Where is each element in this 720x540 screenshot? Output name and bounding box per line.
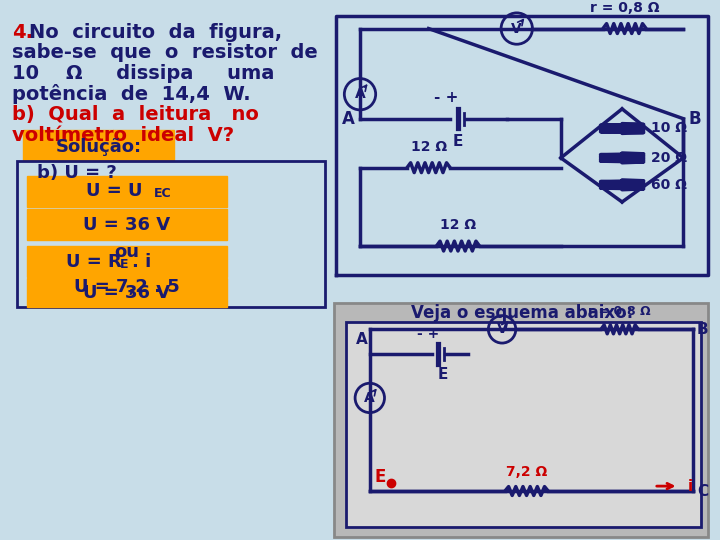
FancyBboxPatch shape	[346, 322, 701, 527]
Text: 60 Ω: 60 Ω	[652, 178, 688, 192]
Text: Solução:: Solução:	[55, 138, 141, 156]
Text: 12 Ω: 12 Ω	[410, 140, 446, 154]
Text: U = 36 V: U = 36 V	[84, 215, 171, 233]
Text: U = 7,2 . 5: U = 7,2 . 5	[74, 278, 180, 296]
Text: U = U: U = U	[86, 182, 142, 200]
Text: E: E	[438, 367, 449, 382]
Text: E: E	[374, 468, 386, 486]
Text: U = R: U = R	[66, 253, 122, 271]
Text: B: B	[697, 322, 708, 337]
Text: EC: EC	[154, 187, 172, 200]
FancyBboxPatch shape	[17, 161, 325, 307]
Text: 7,2 Ω: 7,2 Ω	[506, 465, 547, 480]
FancyBboxPatch shape	[23, 131, 174, 164]
Text: B: B	[689, 110, 701, 127]
Text: i: i	[688, 478, 693, 494]
Text: No  circuito  da  figura,: No circuito da figura,	[29, 23, 282, 42]
FancyBboxPatch shape	[27, 246, 227, 278]
Text: C: C	[698, 483, 708, 498]
Text: b)  Qual  a  leitura   no: b) Qual a leitura no	[12, 105, 259, 124]
Text: voltímetro  ideal  V?: voltímetro ideal V?	[12, 126, 234, 145]
Text: 10 Ω: 10 Ω	[652, 122, 688, 136]
Text: r = 0,8 Ω: r = 0,8 Ω	[588, 305, 651, 318]
FancyBboxPatch shape	[27, 279, 227, 307]
FancyBboxPatch shape	[27, 176, 227, 207]
FancyBboxPatch shape	[333, 303, 708, 537]
Text: A: A	[364, 391, 375, 405]
Text: E: E	[453, 134, 463, 150]
Text: potência  de  14,4  W.: potência de 14,4 W.	[12, 84, 251, 104]
Text: V: V	[497, 322, 508, 336]
Text: 12 Ω: 12 Ω	[440, 218, 476, 232]
Text: - +: - +	[418, 327, 440, 341]
Text: V: V	[511, 22, 522, 36]
Text: A: A	[356, 332, 368, 347]
Text: . i: . i	[132, 253, 151, 271]
Text: b) U = ?: b) U = ?	[37, 164, 117, 181]
Text: 4.: 4.	[12, 23, 33, 42]
Text: Veja o esquema abaixo:: Veja o esquema abaixo:	[410, 303, 633, 322]
Text: r = 0,8 Ω: r = 0,8 Ω	[590, 1, 660, 15]
Text: - +: - +	[434, 90, 459, 105]
FancyBboxPatch shape	[27, 209, 227, 240]
Text: 10    Ω     dissipa     uma: 10 Ω dissipa uma	[12, 64, 274, 83]
Text: U = 36 V: U = 36 V	[84, 284, 171, 302]
Text: E: E	[120, 258, 128, 271]
Text: ou: ou	[114, 243, 139, 261]
Text: A: A	[355, 87, 365, 101]
Text: A: A	[342, 110, 355, 127]
Text: sabe-se  que  o  resistor  de: sabe-se que o resistor de	[12, 43, 318, 62]
Text: 20 Ω: 20 Ω	[652, 151, 688, 165]
